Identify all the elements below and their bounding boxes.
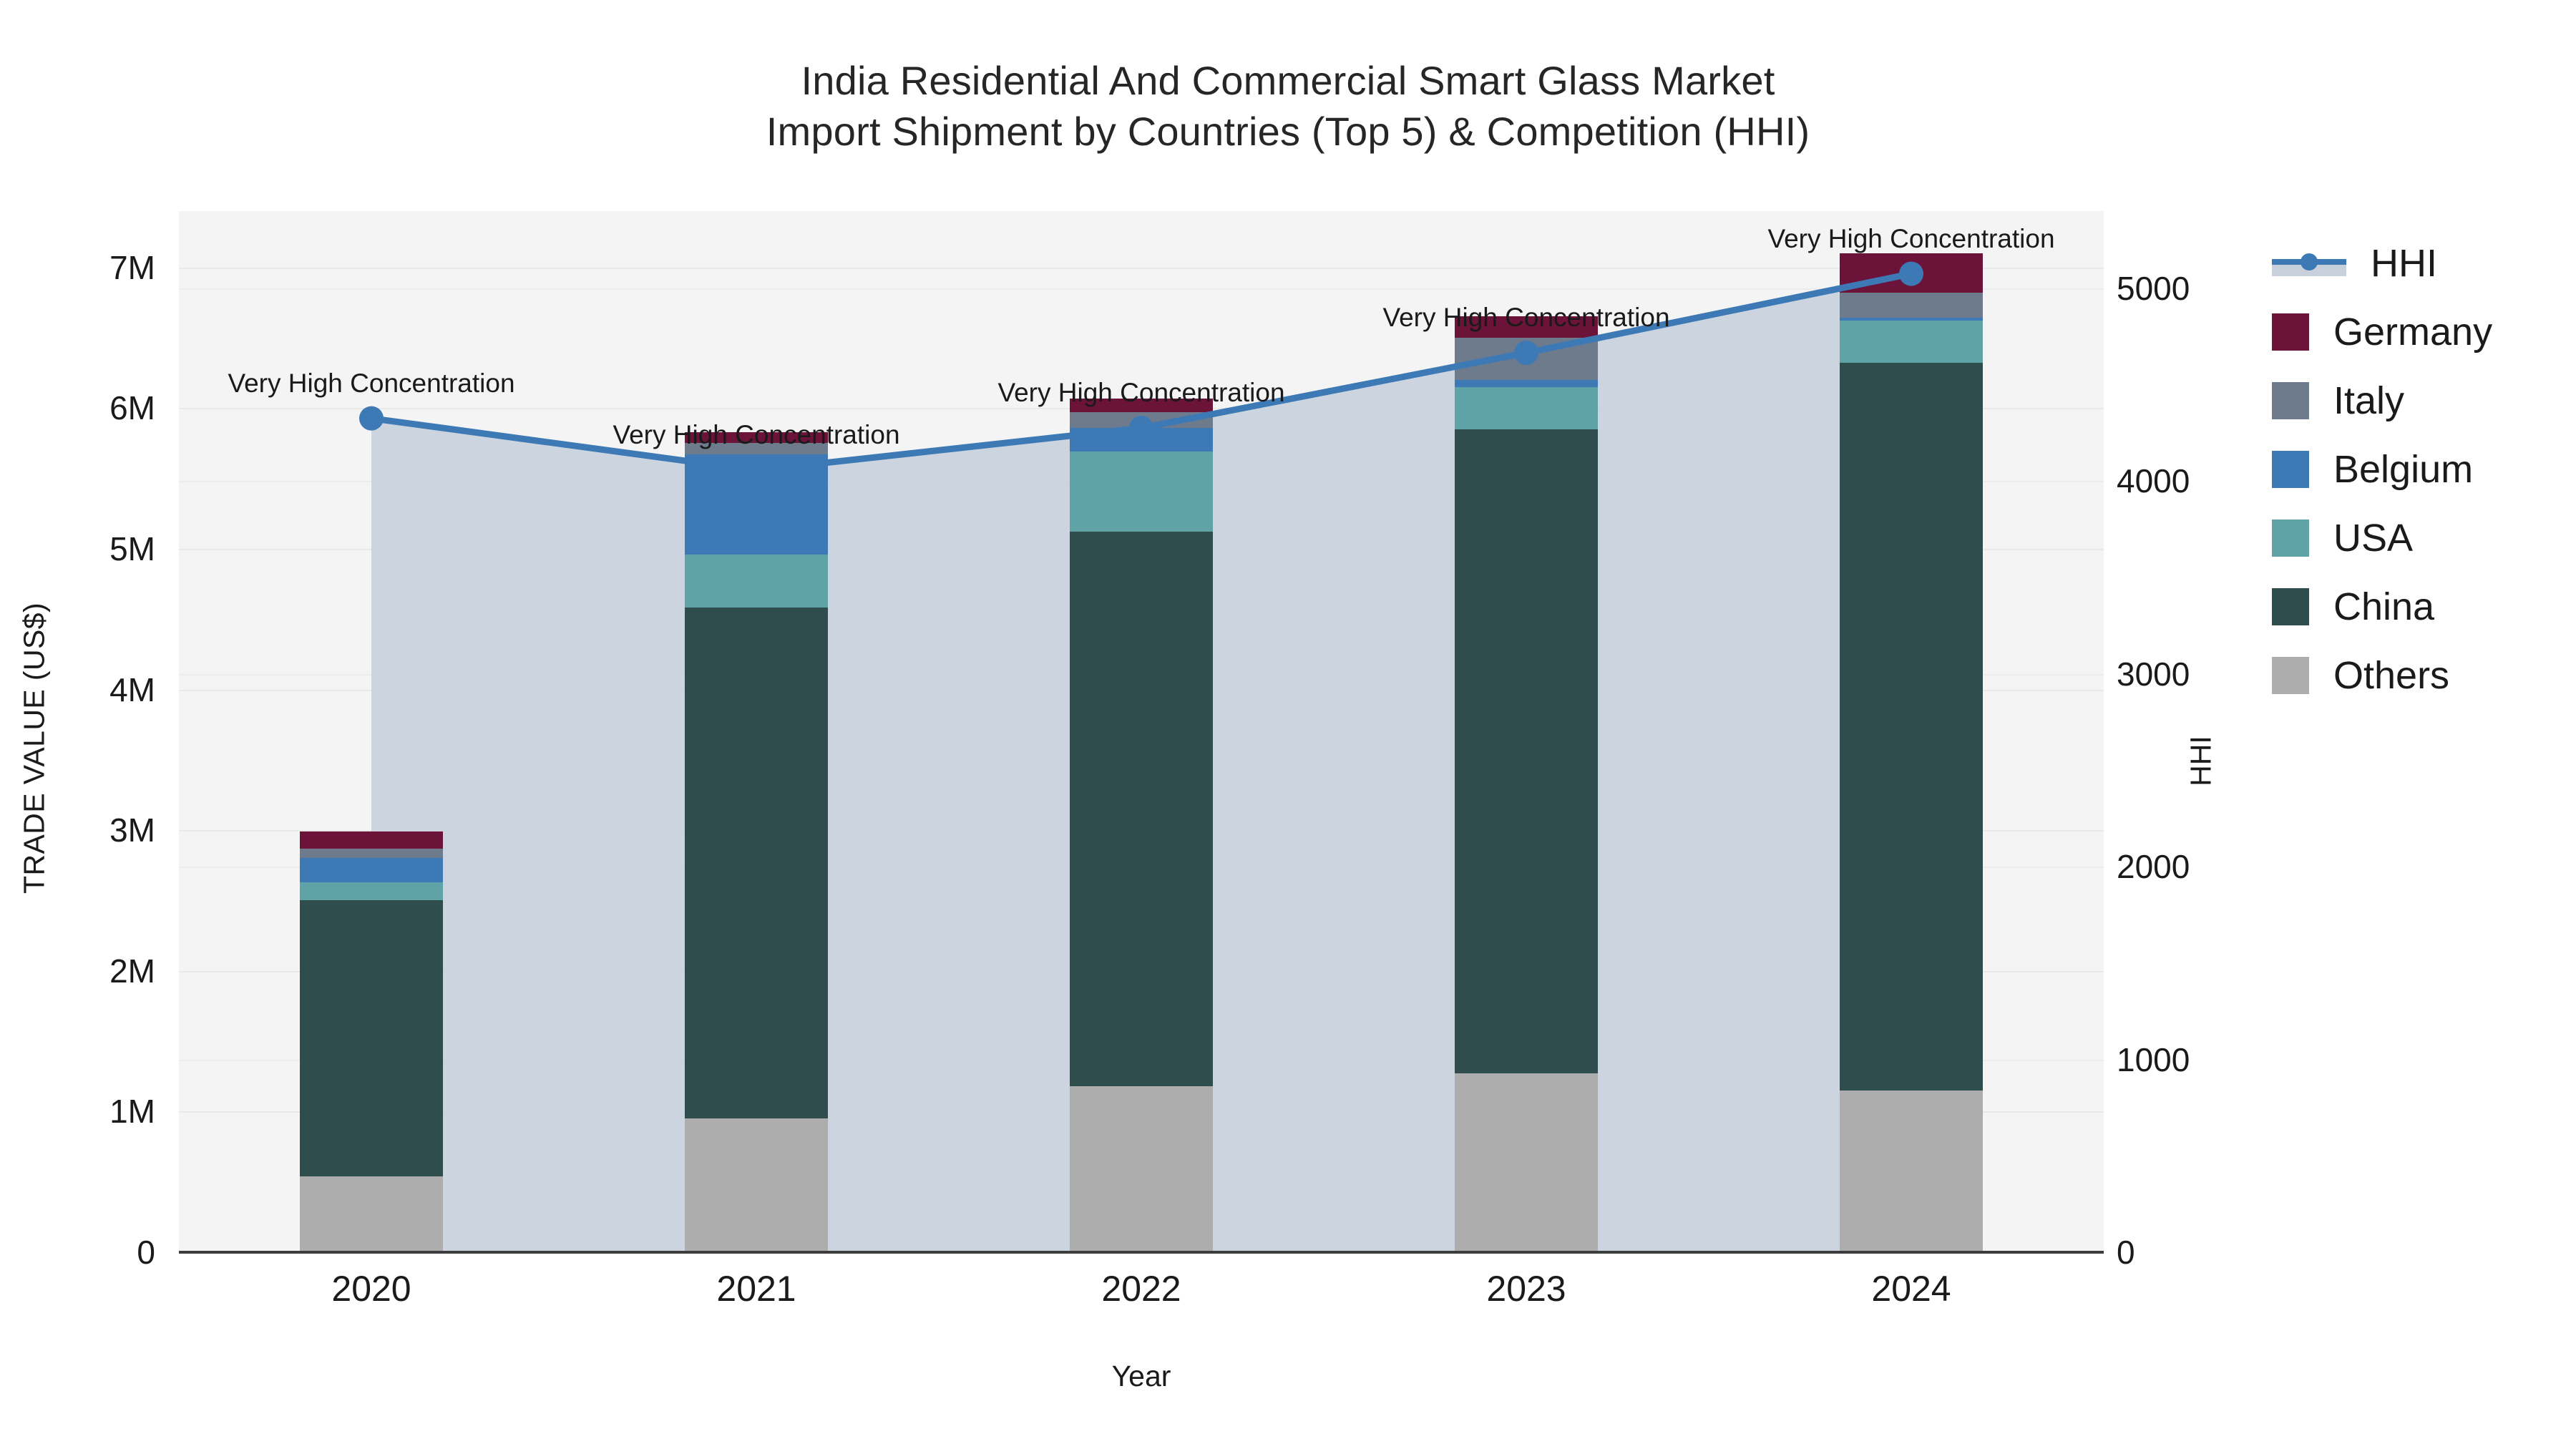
bar-segment-others-2022[interactable] (1070, 1085, 1213, 1252)
y2-axis-ticks: 0 1000 2000 3000 4000 5000 (2117, 0, 2303, 1449)
bar-segment-usa-2023[interactable] (1455, 386, 1598, 429)
bar-segment-usa-2021[interactable] (685, 554, 828, 608)
bar-segment-china-2021[interactable] (685, 608, 828, 1119)
x-axis-ticks: 2020 2021 2022 2023 2024 (0, 1268, 2576, 1318)
bar-segment-belgium-2021[interactable] (685, 454, 828, 555)
bar-segment-italy-2022[interactable] (1070, 412, 1213, 428)
legend-swatch-icon (2272, 313, 2309, 351)
bar-2021[interactable] (685, 211, 828, 1252)
chart-title: India Residential And Commercial Smart G… (0, 56, 2576, 157)
bar-segment-belgium-2023[interactable] (1455, 379, 1598, 387)
y2-tick-1000: 1000 (2117, 1040, 2190, 1078)
bar-segment-belgium-2022[interactable] (1070, 427, 1213, 452)
legend-item-belgium[interactable]: Belgium (2272, 435, 2572, 504)
legend-item-china[interactable]: China (2272, 572, 2572, 641)
bar-segment-others-2021[interactable] (685, 1118, 828, 1252)
chart-title-line2: Import Shipment by Countries (Top 5) & C… (766, 108, 1810, 154)
bar-2022[interactable] (1070, 211, 1213, 1252)
bar-segment-usa-2022[interactable] (1070, 452, 1213, 532)
bar-segment-belgium-2020[interactable] (300, 858, 443, 882)
bar-2020[interactable] (300, 211, 443, 1252)
legend-item-hhi[interactable]: HHI (2272, 229, 2572, 298)
bar-segment-italy-2020[interactable] (300, 848, 443, 859)
bar-segment-others-2020[interactable] (300, 1176, 443, 1252)
y-tick-1M: 1M (109, 1093, 155, 1131)
annotation-2024: Very High Concentration (1767, 223, 2055, 253)
y-axis-title: TRADE VALUE (US$) (17, 602, 51, 894)
y2-axis-title: HHI (2184, 736, 2218, 786)
legend-swatch-icon (2272, 588, 2309, 625)
bar-segment-belgium-2024[interactable] (1840, 318, 1983, 321)
legend-label: Belgium (2333, 448, 2474, 491)
x-axis-line (179, 1251, 2104, 1254)
legend-label: Italy (2333, 379, 2405, 422)
y-tick-5M: 5M (109, 530, 155, 567)
bar-segment-others-2023[interactable] (1455, 1073, 1598, 1252)
bar-segment-others-2024[interactable] (1840, 1090, 1983, 1252)
legend-swatch-icon (2272, 519, 2309, 557)
y2-tick-2000: 2000 (2117, 848, 2190, 886)
x-tick-2020[interactable]: 2020 (331, 1269, 411, 1309)
legend-label: Germany (2333, 311, 2493, 353)
y-tick-7M: 7M (109, 248, 155, 286)
y2-tick-4000: 4000 (2117, 462, 2190, 500)
bar-segment-china-2024[interactable] (1840, 363, 1983, 1091)
legend-label: HHI (2371, 242, 2437, 285)
legend-item-germany[interactable]: Germany (2272, 298, 2572, 366)
annotation-2020: Very High Concentration (228, 368, 515, 398)
legend-swatch-icon (2272, 382, 2309, 419)
plot-area: Very High Concentration Very High Concent… (179, 211, 2104, 1254)
annotation-2021: Very High Concentration (613, 420, 900, 450)
bar-segment-china-2022[interactable] (1070, 532, 1213, 1086)
annotation-2023: Very High Concentration (1382, 303, 1670, 333)
chart-title-line1: India Residential And Commercial Smart G… (801, 58, 1775, 103)
y2-tick-0: 0 (2117, 1234, 2135, 1271)
y-tick-6M: 6M (109, 389, 155, 427)
bar-segment-germany-2020[interactable] (300, 831, 443, 849)
legend-label: China (2333, 585, 2435, 628)
legend-item-italy[interactable]: Italy (2272, 366, 2572, 435)
y2-tick-3000: 3000 (2117, 655, 2190, 693)
x-tick-2023[interactable]: 2023 (1486, 1269, 1566, 1309)
legend-swatch-icon (2272, 451, 2309, 488)
legend-line-swatch-icon (2272, 245, 2346, 282)
y-tick-0: 0 (137, 1234, 155, 1271)
y2-tick-5000: 5000 (2117, 269, 2190, 307)
bar-segment-germany-2024[interactable] (1840, 253, 1983, 293)
x-tick-2021[interactable]: 2021 (716, 1269, 796, 1309)
bar-segment-italy-2023[interactable] (1455, 337, 1598, 380)
x-tick-2022[interactable]: 2022 (1101, 1269, 1181, 1309)
annotation-2022: Very High Concentration (997, 378, 1285, 408)
y-tick-4M: 4M (109, 670, 155, 708)
bar-segment-usa-2020[interactable] (300, 882, 443, 901)
bar-2023[interactable] (1455, 211, 1598, 1252)
legend-label: Others (2333, 654, 2450, 697)
bar-segment-china-2023[interactable] (1455, 429, 1598, 1074)
legend-label: USA (2333, 517, 2414, 560)
legend-item-others[interactable]: Others (2272, 641, 2572, 710)
x-tick-2024[interactable]: 2024 (1871, 1269, 1951, 1309)
legend-item-usa[interactable]: USA (2272, 504, 2572, 572)
y-tick-3M: 3M (109, 811, 155, 849)
gridline-y (179, 267, 2104, 269)
bar-segment-usa-2024[interactable] (1840, 321, 1983, 364)
y-axis-ticks: 0 1M 2M 3M 4M 5M 6M 7M (0, 0, 168, 1449)
x-axis-title: Year (1111, 1360, 1171, 1392)
legend: HHI Germany Italy Belgium USA China Others (2272, 229, 2572, 710)
legend-swatch-icon (2272, 657, 2309, 694)
bar-segment-italy-2024[interactable] (1840, 293, 1983, 318)
bar-segment-china-2020[interactable] (300, 900, 443, 1176)
bar-group (179, 211, 2104, 1252)
y-tick-2M: 2M (109, 952, 155, 990)
bar-2024[interactable] (1840, 211, 1983, 1252)
